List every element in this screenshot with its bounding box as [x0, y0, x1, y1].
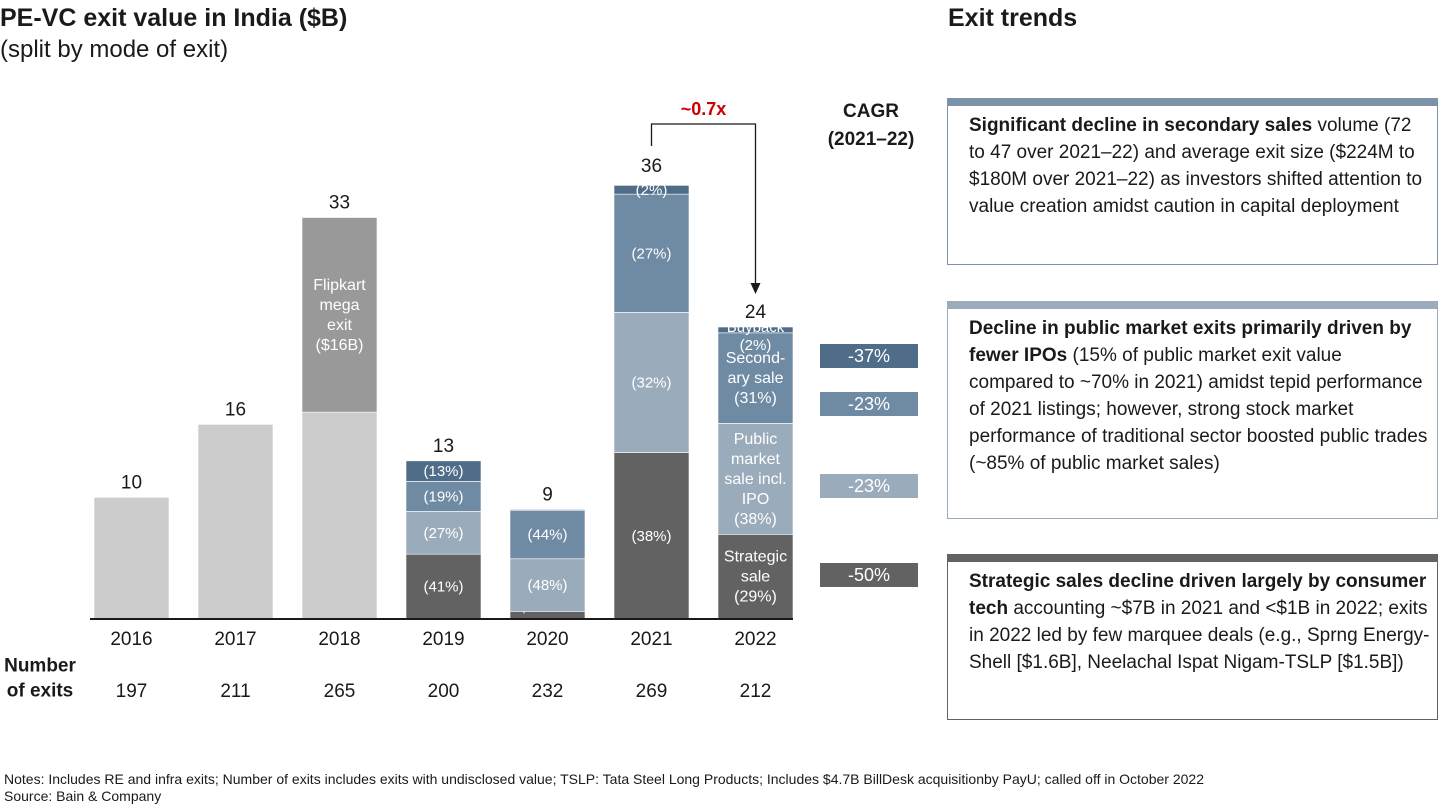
bar-segment-2021-3	[613, 185, 690, 195]
exits-count-2022: 212	[740, 681, 772, 702]
x-tick-2019: 2019	[422, 629, 464, 650]
bar-segment-2022-1	[717, 423, 794, 535]
exits-count-2018: 265	[324, 681, 356, 702]
trend-panel-public-market: Decline in public market exits primarily…	[947, 301, 1438, 519]
exit-trends-title: Exit trends	[948, 4, 1078, 32]
bar-total-2016: 10	[121, 472, 142, 493]
chart-subtitle: (split by mode of exit)	[0, 36, 229, 63]
trend-panel-public-market-text: (15% of public market exit value compare…	[969, 345, 1428, 474]
segment-label-2019-1: (27%)	[423, 525, 463, 542]
change-connector	[650, 123, 757, 286]
segment-label-2020-2: (44%)	[527, 527, 567, 544]
cagr-chip-secondary: -23%	[820, 392, 918, 416]
bar-segment-2018-0	[301, 411, 378, 620]
segment-label-2022-0: Strategic sale (29%)	[724, 549, 787, 606]
trend-panel-strategic-heading: Strategic sales decline driven largely b…	[969, 571, 1427, 619]
cagr-header-line1: CAGR	[843, 101, 899, 122]
bar-segment-2021-1	[613, 312, 690, 453]
bar-segment-2021-2	[613, 193, 690, 313]
bar-segment-2018-1	[301, 217, 378, 413]
trend-panel-strategic-text: accounting ~$7B in 2021 and <$1B in 2022…	[969, 598, 1430, 673]
change-arrowhead	[750, 283, 761, 294]
segment-label-2021-2: (27%)	[631, 245, 671, 262]
bar-segment-2019-0	[405, 553, 482, 620]
exits-count-2021: 269	[636, 681, 668, 702]
exits-row-label: Number of exits	[4, 656, 76, 702]
bar-segment-2020-0	[509, 611, 586, 620]
bar-total-2020: 9	[542, 485, 553, 506]
exits-count-2017: 211	[220, 681, 250, 702]
trend-panel-secondary-text: volume (72 to 47 over 2021–22) and avera…	[969, 115, 1423, 217]
x-tick-2017: 2017	[214, 629, 256, 650]
bar-total-2019: 13	[433, 436, 454, 457]
segment-label-2022-1: Public market sale incl. IPO (38%)	[724, 431, 786, 528]
bar-segment-2020-1	[509, 558, 586, 612]
exits-count-2019: 200	[428, 681, 460, 702]
x-tick-2018: 2018	[318, 629, 360, 650]
cagr-header-line2: (2021–22)	[827, 129, 915, 150]
cagr-chip-buyback: -37%	[820, 344, 918, 368]
bar-segment-2022-3	[717, 326, 794, 334]
change-annotation: ~0.7x	[681, 99, 727, 119]
bar-segment-2017-0	[197, 424, 274, 620]
exit-value-chart: 10 2016 197 16 2017 211 Flipkart mega exit ($16B)…	[4, 99, 794, 702]
bar-segment-2019-3	[405, 460, 482, 482]
bar-segment-2016-0	[93, 497, 170, 620]
segment-label-2018-1: Flipkart mega exit ($16B)	[313, 277, 366, 354]
x-tick-2021: 2021	[630, 629, 672, 650]
cagr-chip-public-market: -23%	[820, 474, 918, 498]
segment-label-2021-1: (32%)	[631, 374, 671, 391]
bar-total-2018: 33	[329, 193, 350, 214]
trend-panel-strategic: Strategic sales decline driven largely b…	[947, 554, 1438, 720]
trend-panel-public-market-heading: Decline in public market exits primarily…	[969, 318, 1412, 366]
exits-count-2020: 232	[532, 681, 564, 702]
x-tick-2020: 2020	[526, 629, 568, 650]
bar-total-2022: 24	[745, 302, 767, 323]
x-tick-2022: 2022	[734, 629, 776, 650]
trend-panel-secondary-heading: Significant decline in secondary sales	[969, 115, 1313, 136]
notes-line: Notes: Includes RE and infra exits; Numb…	[4, 771, 1204, 787]
segment-label-2019-0: (41%)	[423, 579, 463, 596]
source-line: Source: Bain & Company	[4, 788, 162, 804]
bar-total-2017: 16	[225, 399, 246, 420]
cagr-header: CAGR (2021–22)	[806, 98, 936, 154]
cagr-chip-strategic: -50%	[820, 563, 918, 587]
footnotes: Notes: Includes RE and infra exits; Numb…	[4, 771, 1204, 805]
segment-label-2022-2: Second-ary sale (31%)	[726, 350, 786, 407]
exits-count-2016: 197	[116, 681, 148, 702]
x-tick-2016: 2016	[110, 629, 152, 650]
bar-segment-2019-2	[405, 481, 482, 512]
bar-segment-2022-0	[717, 534, 794, 620]
chart-title: PE-VC exit value in India ($B)	[0, 4, 348, 32]
bar-total-2021: 36	[641, 156, 662, 177]
segment-label-2021-3: (2%)	[636, 182, 668, 199]
segment-label-2022-3: Buyback (2%)	[727, 319, 785, 354]
segment-label-2019-2: (19%)	[423, 488, 463, 505]
segment-label-2021-0: (38%)	[631, 528, 671, 545]
segment-label-2020-1: (48%)	[527, 577, 567, 594]
segment-label-2019-3: (13%)	[423, 463, 463, 480]
trend-panel-secondary: Significant decline in secondary sales v…	[947, 98, 1438, 265]
bar-segment-2019-1	[405, 511, 482, 555]
bar-segment-2020-3	[509, 509, 586, 511]
